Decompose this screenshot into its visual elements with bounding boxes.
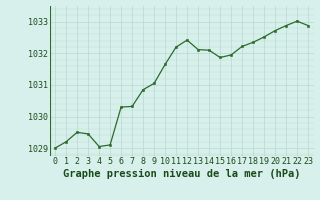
X-axis label: Graphe pression niveau de la mer (hPa): Graphe pression niveau de la mer (hPa) xyxy=(63,169,300,179)
